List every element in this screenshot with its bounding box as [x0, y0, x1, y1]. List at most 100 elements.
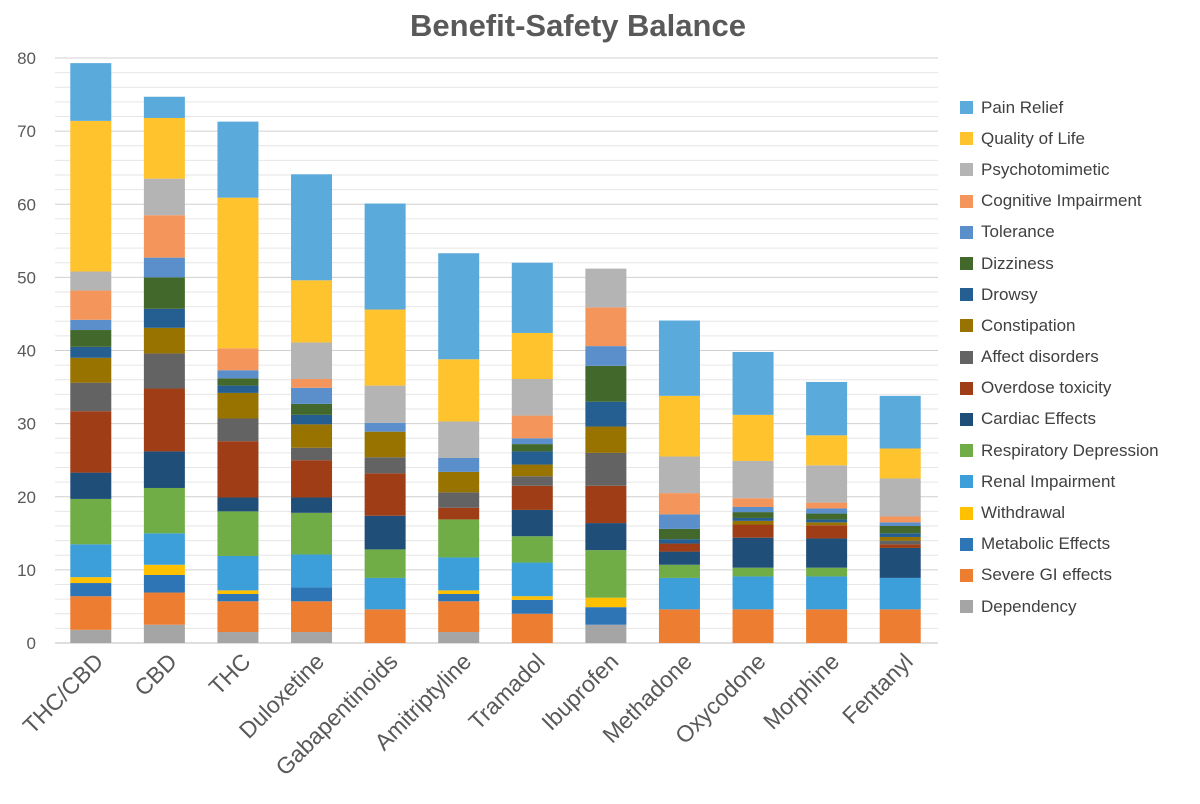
- bar-segment: [217, 348, 259, 371]
- bar-segment: [291, 414, 333, 425]
- y-tick-label: 10: [17, 561, 36, 580]
- bar-segment: [291, 387, 333, 404]
- legend-item: Tolerance: [960, 217, 1200, 248]
- bar-segment: [438, 632, 480, 643]
- x-tick-label: THC/CBD: [18, 648, 109, 739]
- bar-segment: [585, 307, 627, 347]
- bar-segment: [291, 554, 333, 588]
- bar-segment: [291, 632, 333, 643]
- bar-segment: [438, 601, 480, 633]
- bar-segment: [511, 332, 553, 380]
- bar-segment: [879, 448, 921, 479]
- bar-segment: [364, 422, 406, 432]
- bar-segment: [585, 365, 627, 402]
- bar-segment: [658, 456, 700, 494]
- bar-segment: [70, 271, 112, 291]
- bar-segment: [364, 549, 406, 578]
- legend-label: Psychotomimetic: [981, 159, 1110, 179]
- legend-swatch: [960, 444, 973, 458]
- bar-segment: [806, 567, 848, 577]
- bar-segment: [879, 544, 921, 548]
- bar-segment: [217, 441, 259, 498]
- x-tick-label: Morphine: [758, 648, 844, 734]
- bar-segment: [70, 577, 112, 584]
- bar-segment: [70, 544, 112, 578]
- bar-segment: [70, 472, 112, 499]
- bar-segment: [658, 514, 700, 529]
- bar-segment: [291, 379, 333, 388]
- legend-item: Dizziness: [960, 248, 1200, 279]
- x-tick-label: CBD: [129, 648, 182, 701]
- legend-label: Withdrawal: [981, 503, 1066, 523]
- bar-segment: [511, 438, 553, 445]
- legend-label: Pain Relief: [981, 97, 1064, 117]
- bar-segment: [364, 309, 406, 386]
- bar-segment: [143, 257, 185, 278]
- legend-item: Overdose toxicity: [960, 373, 1200, 404]
- bar-segment: [143, 308, 185, 328]
- bar-segment: [291, 342, 333, 380]
- legend-item: Constipation: [960, 310, 1200, 341]
- y-tick-label: 50: [17, 268, 36, 287]
- bar-segment: [438, 471, 480, 493]
- bar-segment: [806, 525, 848, 539]
- bar-segment: [732, 524, 774, 538]
- bar-segment: [438, 359, 480, 422]
- legend-label: Quality of Life: [981, 128, 1085, 148]
- bar-segment: [806, 609, 848, 643]
- bar-segment: [438, 421, 480, 458]
- bar-segment: [291, 424, 333, 448]
- legend-item: Affect disorders: [960, 342, 1200, 373]
- bar-segment: [806, 522, 848, 526]
- bar-segment: [364, 515, 406, 550]
- bar-segment: [438, 507, 480, 520]
- bar-segment: [511, 444, 553, 452]
- bar-segment: [291, 460, 333, 498]
- legend-swatch: [960, 381, 973, 395]
- bar-segment: [217, 370, 259, 379]
- bar-segment: [732, 517, 774, 521]
- chart-title: Benefit-Safety Balance: [410, 8, 746, 43]
- bar-segment: [438, 253, 480, 360]
- legend-item: Metabolic Effects: [960, 529, 1200, 560]
- bar-segment: [732, 576, 774, 610]
- bar-segment: [291, 447, 333, 461]
- bar-segment: [658, 395, 700, 457]
- bar-segment: [143, 624, 185, 643]
- y-tick-label: 20: [17, 488, 36, 507]
- bar-segment: [658, 528, 700, 540]
- legend-label: Renal Impairment: [981, 471, 1116, 491]
- bar-segment: [879, 547, 921, 578]
- bar-segment: [143, 353, 185, 389]
- bar-segment: [658, 539, 700, 544]
- bar-segment: [585, 607, 627, 625]
- legend-swatch: [960, 163, 973, 177]
- bar-segment: [217, 197, 259, 349]
- chart-legend: Pain Relief Quality of Life Psychotomimeti…: [960, 92, 1200, 622]
- bar-segment: [291, 587, 333, 602]
- bar-segment: [70, 498, 112, 545]
- legend-swatch: [960, 132, 973, 146]
- bar-segment: [70, 120, 112, 272]
- bar-segment: [364, 431, 406, 458]
- legend-label: Respiratory Depression: [981, 440, 1159, 460]
- bar-segment: [291, 512, 333, 555]
- legend-item: Severe GI effects: [960, 560, 1200, 591]
- legend-swatch: [960, 568, 973, 582]
- bar-segment: [511, 596, 553, 600]
- bar-segment: [438, 590, 480, 595]
- legend-item: Respiratory Depression: [960, 435, 1200, 466]
- bar-segment: [806, 435, 848, 466]
- bar-segment: [70, 330, 112, 347]
- bar-segment: [806, 381, 848, 436]
- legend-label: Tolerance: [981, 222, 1055, 242]
- bar-segment: [143, 574, 185, 593]
- bar-segment: [732, 414, 774, 461]
- bar-segment: [217, 632, 259, 643]
- bar-segment: [658, 577, 700, 610]
- bar-segment: [291, 497, 333, 513]
- bar-segment: [879, 395, 921, 449]
- bar-segment: [291, 601, 333, 633]
- bar-segment: [806, 513, 848, 520]
- bar-segment: [70, 290, 112, 320]
